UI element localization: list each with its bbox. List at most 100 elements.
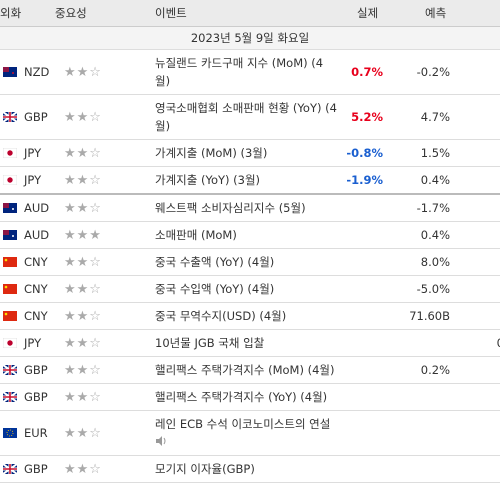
- event-text: 10년물 JGB 국채 입찰: [155, 336, 265, 350]
- actual: -1.9%: [346, 173, 383, 187]
- forecast: 1.5%: [420, 146, 450, 160]
- event-name: 10년물 JGB 국채 입찰: [155, 330, 337, 356]
- currency: JPY: [24, 146, 42, 160]
- actual: 0.7%: [351, 65, 383, 79]
- currency: GBP: [24, 110, 48, 124]
- header: 외화 중요성 이벤트 실제 예측: [0, 0, 500, 27]
- currency: AUD: [24, 228, 50, 242]
- flag: [3, 167, 17, 193]
- flag: [3, 222, 17, 248]
- event-name: 레인 ECB 수석 이코노미스트의 연설: [155, 411, 337, 455]
- currency: NZD: [24, 65, 50, 79]
- column-header: 이벤트: [155, 6, 187, 20]
- flag: [3, 411, 17, 455]
- event-row: JPY ★★☆ 가계지출 (MoM) (3월) -0.8% 1.5%: [0, 140, 500, 167]
- event-name: 뉴질랜드 카드구매 지수 (MoM) (4월): [155, 50, 337, 94]
- importance-stars: ★★☆: [64, 254, 102, 270]
- flag: [3, 456, 17, 482]
- importance-stars: ★★☆: [64, 389, 102, 405]
- flag: [3, 195, 17, 221]
- event-text: 중국 무역수지(USD) (4월): [155, 309, 287, 323]
- flag: [3, 140, 17, 166]
- event-name: 중국 수입액 (YoY) (4월): [155, 276, 337, 302]
- event-row: AUD ★★☆ 웨스트팩 소비자심리지수 (5월) -1.7%: [0, 195, 500, 222]
- importance-stars: ★★☆: [64, 109, 102, 125]
- currency: CNY: [24, 309, 48, 323]
- currency: GBP: [24, 390, 48, 404]
- previous: 0: [497, 330, 500, 356]
- speaker-icon[interactable]: [155, 435, 167, 449]
- importance-stars: ★★☆: [64, 425, 102, 441]
- flag: [3, 330, 17, 356]
- event-row: GBP ★★☆ 핼리팩스 주택가격지수 (MoM) (4월) 0.2%: [0, 357, 500, 384]
- flag: [3, 50, 17, 94]
- column-header: 예측: [425, 6, 447, 20]
- forecast: 0.4%: [420, 228, 450, 242]
- event-row: AUD ★★★ 소매판매 (MoM) 0.4%: [0, 222, 500, 249]
- flag: [3, 303, 17, 329]
- flag-icon: [3, 67, 17, 77]
- flag-icon: [3, 284, 17, 294]
- event-name: 중국 수출액 (YoY) (4월): [155, 249, 337, 275]
- importance-stars: ★★☆: [64, 308, 102, 324]
- event-name: 핼리팩스 주택가격지수 (YoY) (4월): [155, 384, 337, 410]
- currency: GBP: [24, 462, 48, 476]
- forecast: 0.2%: [420, 363, 450, 377]
- column-header: 중요성: [55, 6, 87, 20]
- column-header: 실제: [357, 6, 379, 20]
- flag-icon: [3, 257, 17, 267]
- rows: NZD ★★☆ 뉴질랜드 카드구매 지수 (MoM) (4월) 0.7% -0.2% GB…: [0, 50, 500, 483]
- flag: [3, 384, 17, 410]
- event-row: GBP ★★☆ 핼리팩스 주택가격지수 (YoY) (4월): [0, 384, 500, 411]
- event-name: 소매판매 (MoM): [155, 222, 337, 248]
- importance-stars: ★★☆: [64, 281, 102, 297]
- event-row: JPY ★★☆ 10년물 JGB 국채 입찰 0: [0, 330, 500, 357]
- event-name: 중국 무역수지(USD) (4월): [155, 303, 337, 329]
- event-row: GBP ★★☆ 모기지 이자율(GBP): [0, 456, 500, 483]
- event-text: 가계지출 (MoM) (3월): [155, 146, 268, 160]
- event-text: 중국 수출액 (YoY) (4월): [155, 255, 275, 269]
- actual: -0.8%: [346, 146, 383, 160]
- actual: 5.2%: [351, 110, 383, 124]
- event-name: 모기지 이자율(GBP): [155, 456, 337, 482]
- event-text: 모기지 이자율(GBP): [155, 462, 255, 476]
- flag: [3, 95, 17, 139]
- event-row: JPY ★★☆ 가계지출 (YoY) (3월) -1.9% 0.4%: [0, 167, 500, 195]
- forecast: 4.7%: [420, 110, 450, 124]
- forecast: -0.2%: [416, 65, 450, 79]
- flag-icon: [3, 338, 17, 348]
- currency: EUR: [24, 426, 48, 440]
- event-text: 소매판매 (MoM): [155, 228, 237, 242]
- flag-icon: [3, 365, 17, 375]
- event-row: GBP ★★☆ 영국소매협회 소매판매 현황 (YoY) (4월) 5.2% 4.7%: [0, 95, 500, 140]
- forecast: -1.7%: [416, 201, 450, 215]
- flag-icon: [3, 464, 17, 474]
- flag-icon: [3, 311, 17, 321]
- flag-icon: [3, 203, 17, 213]
- currency: CNY: [24, 282, 48, 296]
- importance-stars: ★★☆: [64, 335, 102, 351]
- event-text: 핼리팩스 주택가격지수 (MoM) (4월): [155, 363, 335, 377]
- event-row: NZD ★★☆ 뉴질랜드 카드구매 지수 (MoM) (4월) 0.7% -0.2%: [0, 50, 500, 95]
- importance-stars: ★★☆: [64, 145, 102, 161]
- event-text: 뉴질랜드 카드구매 지수 (MoM) (4월): [155, 56, 324, 88]
- event-row: CNY ★★☆ 중국 수출액 (YoY) (4월) 8.0%: [0, 249, 500, 276]
- currency: GBP: [24, 363, 48, 377]
- importance-stars: ★★★: [64, 227, 102, 243]
- event-text: 웨스트팩 소비자심리지수 (5월): [155, 201, 306, 215]
- importance-stars: ★★☆: [64, 200, 102, 216]
- forecast: 0.4%: [420, 173, 450, 187]
- speaker-svg: [156, 436, 166, 446]
- event-name: 웨스트팩 소비자심리지수 (5월): [155, 195, 337, 221]
- flag-icon: [3, 175, 17, 185]
- event-text: 중국 수입액 (YoY) (4월): [155, 282, 275, 296]
- forecast: -5.0%: [416, 282, 450, 296]
- date-row: 2023년 5월 9일 화요일: [0, 27, 500, 50]
- flag: [3, 249, 17, 275]
- event-row: EUR ★★☆ 레인 ECB 수석 이코노미스트의 연설: [0, 411, 500, 456]
- forecast: 8.0%: [420, 255, 450, 269]
- importance-stars: ★★☆: [64, 461, 102, 477]
- flag: [3, 357, 17, 383]
- column-header: 외화: [0, 6, 22, 20]
